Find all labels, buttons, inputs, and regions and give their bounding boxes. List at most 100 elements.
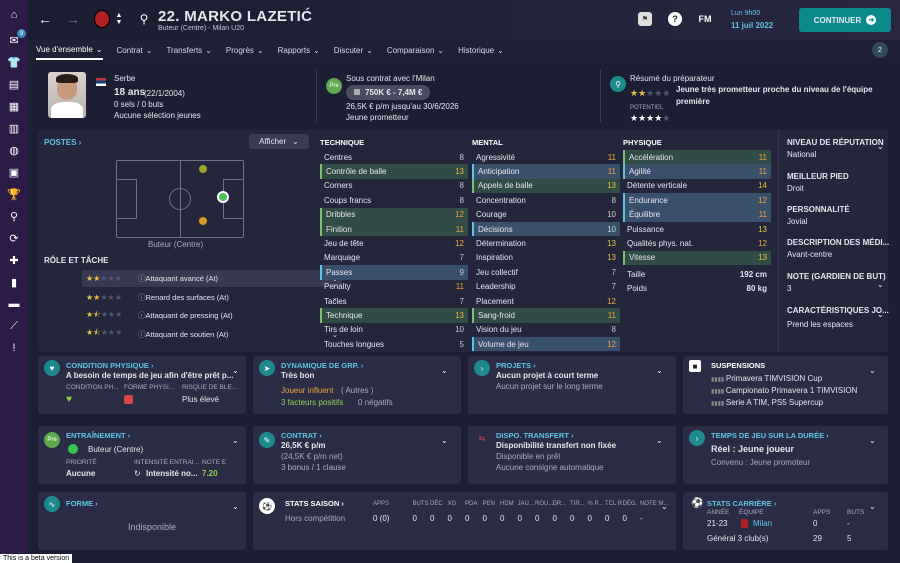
season-col-header: BUTS [412, 501, 429, 507]
continue-button[interactable]: CONTINUER ➜ [799, 8, 891, 32]
playtime-text: Réel : Jeune joueur [711, 444, 795, 454]
reputation-chevron-icon[interactable]: ⌄ [877, 142, 884, 151]
negative-factors[interactable]: 0 négatifs [358, 398, 393, 407]
nav-tab-5[interactable]: Discuter ⌄ [334, 40, 373, 60]
role-row[interactable]: ★⯪★★★ⓘ Attaquant de pressing (At)⌄ [82, 307, 342, 324]
club-icon[interactable]: ◍ [9, 144, 19, 157]
playtime-title[interactable]: TEMPS DE JEU SUR LA DURÉE › [711, 431, 829, 440]
contract-chevron-icon[interactable]: ⌄ [441, 436, 448, 445]
positions-title[interactable]: POSTES › [44, 138, 82, 147]
transfer-title[interactable]: DISPO. TRANSFERT › [496, 431, 574, 440]
positive-factors[interactable]: 3 facteurs positifs [281, 398, 344, 407]
season-icon: ⚽ [259, 498, 275, 514]
home-icon[interactable]: ⌂ [10, 9, 18, 21]
club-crest-icon[interactable]: ⚑ [638, 12, 652, 26]
finances-icon[interactable]: ▮ [10, 276, 18, 289]
playtime-panel: › TEMPS DE JEU SUR LA DURÉE › Réel : Jeu… [683, 426, 888, 484]
roles-title: RÔLE ET TÂCHE [44, 256, 109, 265]
attr-name: Vision du jeu [476, 325, 522, 335]
condition-label-3: RISQUE DE BLE... [182, 384, 238, 391]
search-icon[interactable]: ⚲ [139, 12, 149, 26]
playtime-icon: › [689, 430, 705, 446]
nav-tab-7[interactable]: Historique ⌄ [458, 40, 504, 60]
position-dot-st[interactable] [217, 191, 229, 203]
training-chevron-icon[interactable]: ⌄ [232, 436, 239, 445]
career-title[interactable]: STATS CARRIÈRE › [707, 499, 777, 508]
career-chevron-icon[interactable]: ⌄ [869, 502, 876, 511]
nav-tab-label: Vue d'ensemble [36, 44, 93, 54]
dynamics-chevron-icon[interactable]: ⌄ [441, 366, 448, 375]
squad-icon[interactable]: 👕 [7, 56, 21, 69]
form-chevron-icon[interactable]: ⌄ [232, 502, 239, 511]
attr-row: Passes 9 [320, 265, 468, 280]
position-dot-amc[interactable] [199, 165, 207, 173]
contract-divider [316, 70, 317, 122]
pre-label: Pre [329, 83, 339, 89]
inbox-icon[interactable]: ✉ 9 [5, 29, 26, 49]
back-icon[interactable]: ← [38, 11, 52, 27]
training-title[interactable]: ENTRAÎNEMENT › [66, 431, 131, 440]
traits-chevron-icon[interactable]: ⌄ [877, 310, 884, 319]
forward-icon[interactable]: → [66, 11, 80, 27]
contract-title-text: CONTRAT [281, 431, 318, 440]
dynamics-title[interactable]: DYNAMIQUE DE GRP. › [281, 361, 364, 370]
form-title[interactable]: FORME › [66, 499, 98, 508]
tactics-icon[interactable]: ▤ [8, 78, 20, 91]
nav-tab-0[interactable]: Vue d'ensemble ⌄ [36, 40, 103, 60]
projects-chevron-icon[interactable]: ⌄ [656, 366, 663, 375]
contract-title[interactable]: CONTRAT › [281, 431, 322, 440]
career-team[interactable]: Milan [753, 519, 773, 528]
gk-chevron-icon[interactable]: ⌄ [877, 280, 884, 289]
training-icon[interactable]: ✚ [9, 254, 19, 267]
role-row[interactable]: ★⯪★★★ ⓘ Attaquant de soutien (At) ⌄ [82, 326, 342, 343]
nav-tab-2[interactable]: Transferts ⌄ [166, 40, 211, 60]
data-icon[interactable]: ▥ [8, 122, 20, 135]
role-chevron-icon[interactable]: ⌄ [331, 329, 338, 339]
playtime-chevron-icon[interactable]: ⌄ [869, 436, 876, 445]
transfer-chevron-icon[interactable]: ⌄ [656, 436, 663, 445]
dev-centre-icon[interactable]: ▬ [8, 298, 20, 310]
suspension-item: ▮▮▮▮ Primavera TIMVISION Cup [711, 374, 822, 383]
scouting-icon[interactable]: ⚲ [9, 210, 19, 223]
competitions-icon[interactable]: 🏆 [7, 188, 21, 201]
role-row[interactable]: ★★★★★ ⓘ Renard des surfaces (At) ⌄ [82, 289, 342, 306]
info-icon[interactable]: ! [12, 342, 16, 354]
condition-title[interactable]: CONDITION PHYSIQUE › [66, 361, 154, 370]
help-icon[interactable]: ? [668, 12, 682, 26]
suspension-item: ▮▮▮▮ Campionato Primavera 1 TIMVISION [711, 386, 857, 395]
attr-name: Sang-froid [478, 310, 515, 320]
position-dot-aml[interactable] [199, 217, 207, 225]
club-badge-icon[interactable] [94, 10, 110, 28]
staff-icon[interactable]: ▦ [8, 100, 20, 113]
report-icon[interactable]: ⟋ [10, 319, 18, 332]
calendar-icon[interactable]: ▣ [8, 166, 20, 179]
projects-title[interactable]: PROJETS › [496, 361, 536, 370]
attr-row: Agressivité 11 [472, 150, 620, 164]
chevron-down-icon: ⌄ [313, 45, 320, 55]
nav-tab-3[interactable]: Progrès ⌄ [226, 40, 264, 60]
nav-tab-6[interactable]: Comparaison ⌄ [387, 40, 444, 60]
value-pill[interactable]: 750K € - 7,4M € [346, 85, 431, 100]
attr-value: 11 [607, 167, 616, 177]
attr-name: Tirs de loin [324, 325, 363, 335]
suspensions-chevron-icon[interactable]: ⌄ [869, 366, 876, 375]
condition-label-1: CONDITION PH... [66, 384, 119, 391]
condition-panel: ♥ CONDITION PHYSIQUE › A besoin de temps… [38, 356, 246, 414]
role-row[interactable]: ★★★★★ⓘ Attaquant avancé (At)⌄ [82, 270, 342, 287]
show-button[interactable]: Afficher ⌄ [249, 134, 309, 149]
role-chevron-icon[interactable]: ⌄ [331, 292, 338, 302]
nav-tab-label: Progrès [225, 45, 254, 55]
attr-name: Marquage [324, 253, 361, 263]
transfers-icon[interactable]: ⟳ [9, 232, 19, 245]
condition-chevron-icon[interactable]: ⌄ [232, 366, 239, 375]
condition-label-2: FORME PHYSI... [124, 384, 175, 391]
season-title[interactable]: STATS SAISON › [285, 499, 344, 508]
attr-value: 7 [611, 282, 616, 292]
season-col-header: PEN [482, 501, 495, 507]
notifications-icon[interactable]: 2 [872, 42, 888, 58]
nav-tab-4[interactable]: Rapports ⌄ [278, 40, 320, 60]
switch-player-icon[interactable]: ▲ ▼ [115, 12, 123, 26]
nav-tab-1[interactable]: Contrat ⌄ [117, 40, 153, 60]
season-chevron-icon[interactable]: ⌄ [661, 502, 668, 511]
fm-menu[interactable]: FM [698, 14, 712, 24]
